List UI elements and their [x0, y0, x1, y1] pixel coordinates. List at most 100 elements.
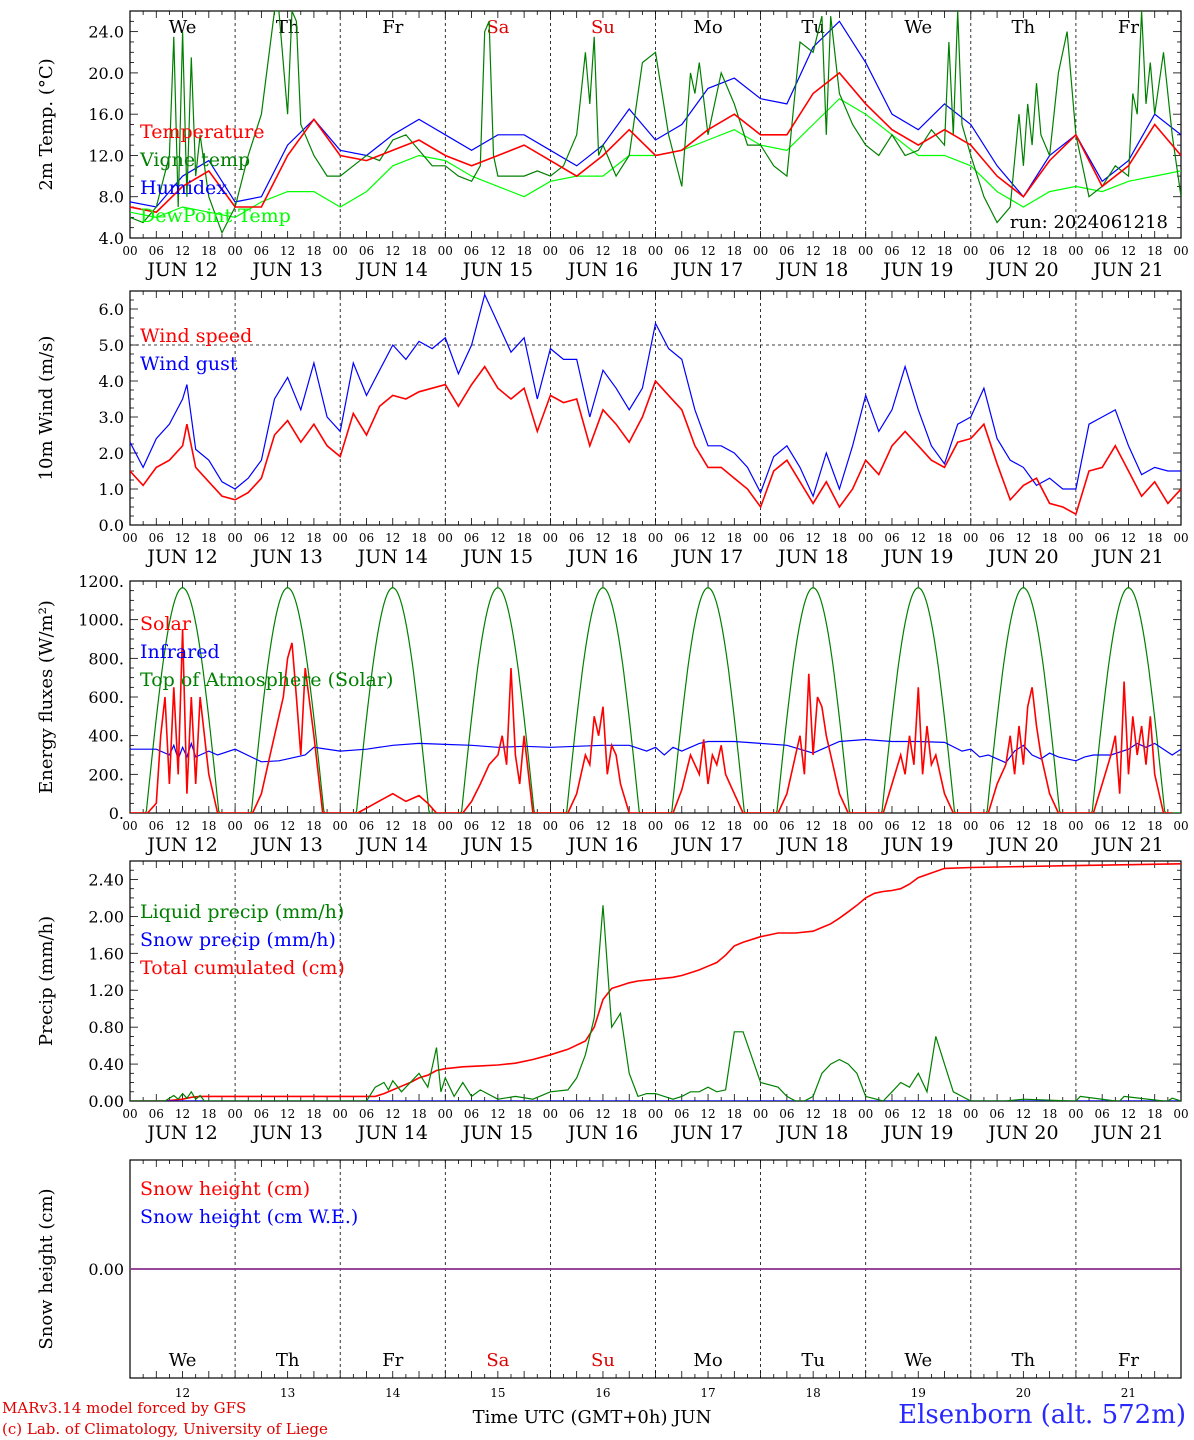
x-hour-label: 06 — [884, 244, 899, 258]
x-hour-label: 06 — [779, 819, 794, 833]
weekday-label: Su — [591, 1350, 615, 1371]
y-tick-label: 1.0 — [99, 480, 124, 499]
y-tick-label: 5.0 — [99, 336, 124, 355]
energy-series-line — [130, 629, 1173, 813]
x-date-label: JUN 13 — [250, 834, 322, 856]
x-hour-label: 06 — [1095, 531, 1110, 545]
energy-panel: 0. 200. 400. 600. 800. 1000. 1200. Energy fluxe… — [36, 572, 1189, 856]
x-date-label: JUN 14 — [356, 834, 428, 856]
legend-entry: Liquid precip (mm/h) — [140, 901, 344, 923]
x-day-number: 20 — [1016, 1386, 1031, 1400]
weekday-label: Sa — [486, 1350, 509, 1371]
weekday-label: Th — [276, 17, 300, 38]
x-date-label: JUN 16 — [566, 834, 638, 856]
snow-panel: 0.00 Snow height (cm) We Th Fr Sa Su Mo Tu We Th Fr… — [36, 1159, 1182, 1428]
x-hour-label: 00 — [333, 819, 348, 833]
x-hour-label: 12 — [175, 531, 190, 545]
y-tick-label: 400. — [88, 727, 124, 746]
x-hour-label: 18 — [516, 819, 531, 833]
legend-entry: Temperature — [140, 121, 264, 143]
x-hour-label: 06 — [359, 1107, 374, 1121]
energy-series-line — [130, 587, 1181, 813]
x-hour-label: 18 — [1042, 1107, 1057, 1121]
weekday-label: We — [904, 17, 932, 38]
x-hour-label: 12 — [490, 531, 505, 545]
x-hour-label: 12 — [280, 819, 295, 833]
x-date-label: JUN 14 — [356, 259, 428, 281]
x-hour-label: 18 — [622, 244, 637, 258]
x-date-label: JUN 18 — [776, 834, 848, 856]
x-hour-label: 12 — [1016, 1107, 1031, 1121]
y-tick-label: 200. — [88, 765, 124, 784]
weekday-label: Th — [1012, 1350, 1036, 1371]
x-hour-label: 18 — [306, 531, 321, 545]
x-hour-label: 06 — [464, 531, 479, 545]
precip-series-line — [130, 863, 1181, 1101]
x-date-label: JUN 12 — [145, 546, 217, 568]
x-hour-label: 06 — [989, 819, 1004, 833]
x-hour-label: 00 — [543, 244, 558, 258]
x-hour-label: 12 — [175, 819, 190, 833]
x-hour-label: 18 — [306, 1107, 321, 1121]
y-tick-label: 24.0 — [88, 23, 124, 42]
x-hour-label: 06 — [254, 244, 269, 258]
x-hour-label: 06 — [884, 1107, 899, 1121]
x-hour-label: 18 — [1042, 244, 1057, 258]
x-hour-label: 00 — [543, 1107, 558, 1121]
x-date-label: JUN 15 — [461, 259, 533, 281]
temperature-panel: 4.0 8.0 12.0 16.0 20.0 24.0 2m Temp. (°C) 00 06 1… — [36, 10, 1189, 281]
x-date-label: JUN 17 — [671, 1122, 743, 1144]
x-date-label: JUN 20 — [986, 834, 1058, 856]
weekday-label: Tu — [801, 17, 825, 38]
x-hour-label: 18 — [1147, 244, 1162, 258]
x-hour-label: 12 — [700, 531, 715, 545]
x-hour-label: 18 — [1042, 819, 1057, 833]
x-hour-label: 06 — [464, 244, 479, 258]
x-date-label: JUN 17 — [671, 259, 743, 281]
x-day-number: 17 — [700, 1386, 715, 1400]
x-hour-label: 00 — [1173, 819, 1188, 833]
x-date-label: JUN 15 — [461, 1122, 533, 1144]
y-axis-label: 10m Wind (m/s) — [36, 336, 57, 481]
x-hour-label: 00 — [122, 244, 137, 258]
x-hour-label: 06 — [149, 819, 164, 833]
wind-series-line — [130, 365, 1181, 516]
x-hour-label: 00 — [543, 819, 558, 833]
x-hour-label: 18 — [1147, 819, 1162, 833]
x-hour-label: 18 — [937, 1107, 952, 1121]
temperature-series-line — [130, 11, 1181, 235]
x-date-label: JUN 21 — [1091, 1122, 1163, 1144]
x-hour-label: 12 — [806, 819, 821, 833]
x-hour-label: 12 — [385, 244, 400, 258]
y-tick-label: 1000. — [78, 611, 124, 630]
y-axis-label: 2m Temp. (°C) — [36, 58, 57, 190]
x-hour-label: 06 — [779, 1107, 794, 1121]
x-hour-label: 00 — [963, 244, 978, 258]
x-hour-label: 06 — [464, 819, 479, 833]
y-tick-label: 1200. — [78, 572, 124, 591]
legend-entry: Snow precip (mm/h) — [140, 929, 336, 951]
x-hour-label: 00 — [963, 531, 978, 545]
x-date-label: JUN 17 — [671, 546, 743, 568]
x-date-label: JUN 18 — [776, 1122, 848, 1144]
x-hour-label: 12 — [490, 1107, 505, 1121]
y-axis-label: Snow height (cm) — [36, 1188, 57, 1349]
y-tick-label: 0.40 — [88, 1055, 124, 1074]
weekday-label: We — [904, 1350, 932, 1371]
y-tick-label: 0.00 — [88, 1092, 124, 1111]
x-date-label: JUN 13 — [250, 259, 322, 281]
credit-model: MARv3.14 model forced by GFS — [2, 1399, 247, 1417]
weekday-label: Su — [591, 17, 615, 38]
x-hour-label: 00 — [1173, 531, 1188, 545]
weekday-label: Tu — [801, 1350, 825, 1371]
station-name: Elsenborn (alt. 572m) — [898, 1400, 1186, 1430]
x-hour-label: 18 — [201, 531, 216, 545]
x-hour-label: 18 — [727, 531, 742, 545]
x-date-label: JUN 19 — [881, 259, 953, 281]
x-hour-label: 12 — [700, 244, 715, 258]
x-date-label: JUN 18 — [776, 546, 848, 568]
x-hour-label: 06 — [359, 244, 374, 258]
x-day-number: 21 — [1121, 1386, 1136, 1400]
x-hour-label: 12 — [806, 244, 821, 258]
